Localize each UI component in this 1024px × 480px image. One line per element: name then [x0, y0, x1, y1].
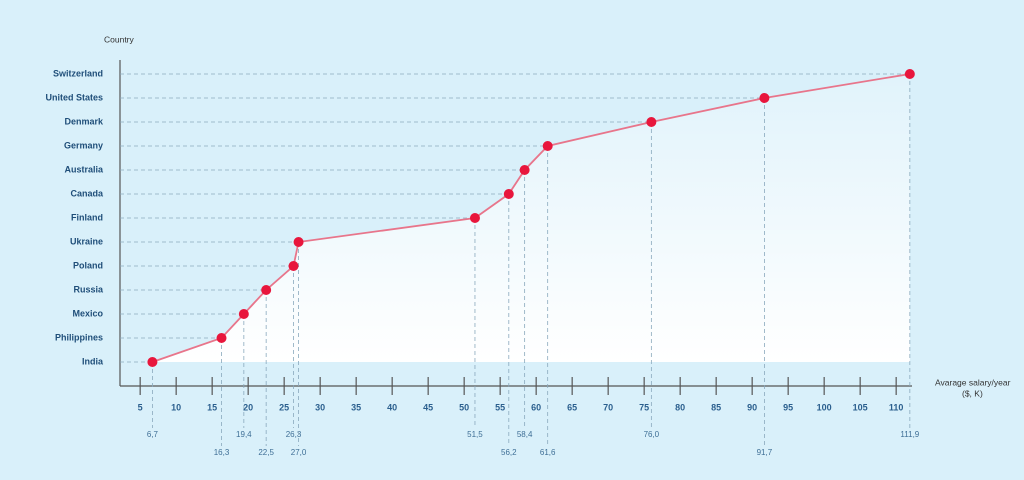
x-tick-label: 30 [315, 402, 325, 412]
x-axis-label: Avarage salary/year [935, 377, 1011, 387]
y-tick-label: Poland [73, 260, 103, 270]
value-label: 91,7 [757, 448, 773, 457]
point [261, 285, 272, 295]
x-tick-label: 65 [567, 402, 577, 412]
value-label: 111,9 [900, 430, 919, 439]
x-tick-label: 80 [675, 402, 685, 412]
value-label: 51,5 [467, 430, 483, 439]
y-tick-label: Mexico [72, 308, 103, 318]
x-tick-label: 90 [747, 402, 757, 412]
x-tick-label: 45 [423, 402, 433, 412]
y-tick-label: India [82, 356, 104, 366]
x-tick-label: 60 [531, 402, 541, 412]
value-label: 26,3 [286, 430, 302, 439]
point [503, 189, 514, 199]
y-tick-label: Denmark [64, 116, 104, 126]
y-tick-label: Russia [73, 284, 104, 294]
y-tick-label: Finland [71, 212, 103, 222]
x-tick-label: 100 [817, 402, 832, 412]
x-tick-label: 20 [243, 402, 253, 412]
y-tick-label: Ukraine [70, 236, 103, 246]
x-tick-label: 10 [171, 402, 181, 412]
y-tick-label: Switzerland [53, 68, 103, 78]
y-tick-label: Philippines [55, 332, 103, 342]
point [293, 237, 304, 247]
y-tick-label: United States [45, 92, 103, 102]
point [904, 69, 915, 79]
x-tick-label: 75 [639, 402, 649, 412]
x-tick-label: 85 [711, 402, 721, 412]
x-tick-label: 70 [603, 402, 613, 412]
area [152, 74, 910, 362]
x-tick-label: 35 [351, 402, 361, 412]
x-tick-label: 95 [783, 402, 793, 412]
x-tick-label: 40 [387, 402, 397, 412]
point [238, 309, 249, 319]
x-axis-unit: ($, K) [962, 388, 983, 398]
x-tick-label: 105 [853, 402, 868, 412]
point [147, 357, 158, 367]
y-tick-label: Australia [64, 164, 104, 174]
point [759, 93, 770, 103]
point [469, 213, 480, 223]
x-tick-label: 50 [459, 402, 469, 412]
value-label: 22,5 [258, 448, 274, 457]
x-tick-label: 15 [207, 402, 217, 412]
point [542, 141, 553, 151]
y-axis-label: Country [104, 34, 135, 44]
x-tick-label: 5 [138, 402, 143, 412]
point [646, 117, 657, 127]
value-label: 19,4 [236, 430, 252, 439]
value-label: 56,2 [501, 448, 517, 457]
y-tick-label: Germany [64, 140, 103, 150]
value-label: 61,6 [540, 448, 556, 457]
y-tick-label: Canada [70, 188, 104, 198]
x-tick-label: 25 [279, 402, 289, 412]
value-label: 58,4 [517, 430, 533, 439]
value-label: 16,3 [214, 448, 230, 457]
value-label: 76,0 [644, 430, 660, 439]
value-label: 27,0 [291, 448, 307, 457]
value-label: 6,7 [147, 430, 159, 439]
x-tick-label: 110 [889, 402, 904, 412]
x-tick-label: 55 [495, 402, 505, 412]
point [519, 165, 530, 175]
point [216, 333, 227, 343]
point [288, 261, 299, 271]
